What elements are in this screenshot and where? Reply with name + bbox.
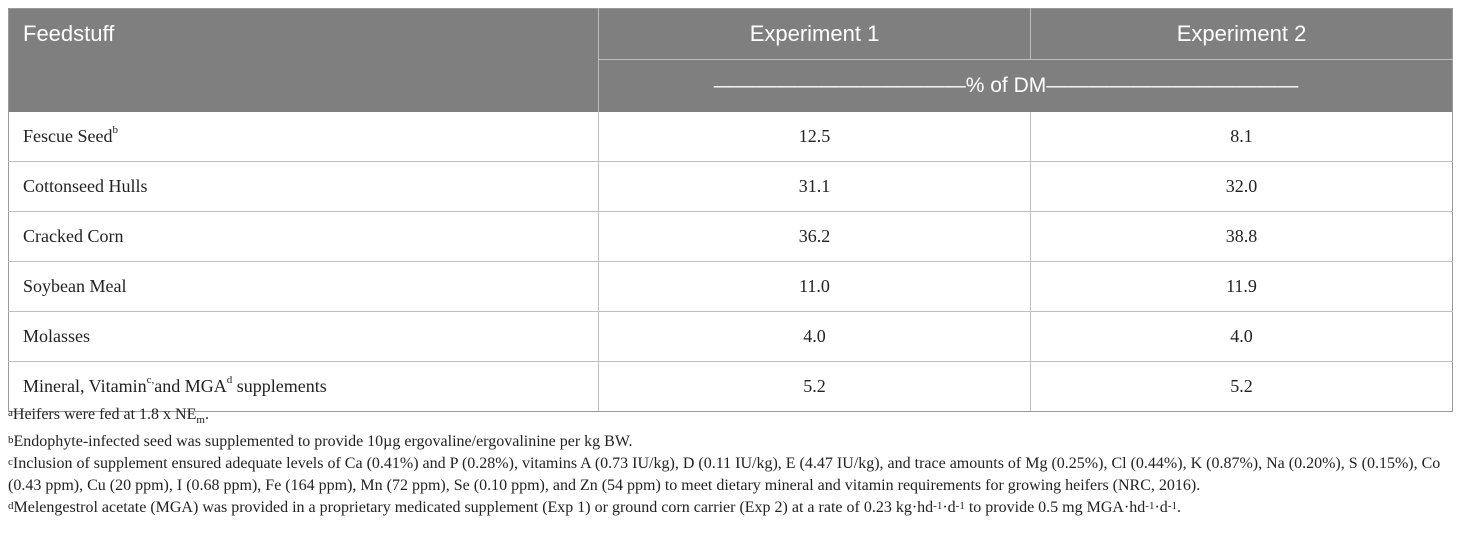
header-experiment-1: Experiment 1 bbox=[598, 8, 1031, 60]
footnote-mark: a bbox=[8, 407, 13, 419]
footnote-text: to provide 0.5 mg MGA·hd bbox=[964, 499, 1146, 517]
feedstuff-table-container: Feedstuff Experiment 1 Experiment 2 ————… bbox=[8, 8, 1453, 412]
exp2-value: 8.1 bbox=[1030, 112, 1453, 162]
exp1-value: 5.2 bbox=[598, 361, 1031, 412]
footnote-b: bEndophyte-infected seed was supplemente… bbox=[8, 431, 1454, 453]
exp2-value: 5.2 bbox=[1030, 361, 1453, 412]
footnote-superscript: -1 bbox=[955, 500, 965, 513]
footnote-superscript: -1 bbox=[1145, 500, 1155, 513]
footnotes: aHeifers were fed at 1.8 x NEm. bEndophy… bbox=[8, 404, 1454, 519]
exp1-value: 36.2 bbox=[598, 211, 1031, 262]
table-row: Cracked Corn 36.2 38.8 bbox=[8, 211, 1453, 262]
table-row: Fescue Seedb 12.5 8.1 bbox=[8, 112, 1453, 162]
exp2-value: 11.9 bbox=[1030, 261, 1453, 312]
row-name-part: supplements bbox=[232, 376, 327, 396]
row-name: Fescue Seed bbox=[23, 126, 113, 146]
footnote-superscript: -1 bbox=[933, 500, 943, 513]
footnote-d: dMelengestrol acetate (MGA) was provided… bbox=[8, 497, 1454, 519]
row-name: Cracked Corn bbox=[8, 211, 599, 262]
exp2-value: 32.0 bbox=[1030, 161, 1453, 212]
row-name: Soybean Meal bbox=[8, 261, 599, 312]
footnote-mark: d bbox=[8, 500, 14, 513]
row-name-cell: Mineral, Vitaminc,and MGAd supplements bbox=[8, 361, 599, 412]
exp1-value: 31.1 bbox=[598, 161, 1031, 212]
row-name-part: Mineral, Vitamin bbox=[23, 376, 147, 396]
footnote-subscript: m bbox=[196, 414, 205, 427]
feedstuff-table: Feedstuff Experiment 1 Experiment 2 ————… bbox=[8, 8, 1453, 412]
table-body: Fescue Seedb 12.5 8.1 Cottonseed Hulls 3… bbox=[8, 112, 1453, 412]
exp2-value: 38.8 bbox=[1030, 211, 1453, 262]
table-row: Mineral, Vitaminc,and MGAd supplements 5… bbox=[8, 361, 1453, 412]
footnote-text: ·d bbox=[942, 499, 956, 517]
footnote-mark: d bbox=[226, 374, 233, 386]
row-name-part: and MGA bbox=[154, 376, 227, 396]
exp1-value: 11.0 bbox=[598, 261, 1031, 312]
footnote-c: cInclusion of supplement ensured adequat… bbox=[8, 453, 1454, 497]
footnote-superscript: -1 bbox=[1167, 500, 1177, 513]
row-name-cell: Fescue Seedb bbox=[8, 112, 599, 162]
footnote-mark: b bbox=[112, 124, 118, 136]
exp2-value: 4.0 bbox=[1030, 311, 1453, 362]
exp1-value: 4.0 bbox=[598, 311, 1031, 362]
row-name: Molasses bbox=[8, 311, 599, 362]
footnote-text: Endophyte-infected seed was supplemented… bbox=[13, 433, 633, 451]
footnote-text: Melengestrol acetate (MGA) was provided … bbox=[13, 499, 934, 517]
table-row: Molasses 4.0 4.0 bbox=[8, 311, 1453, 362]
footnote-a: aHeifers were fed at 1.8 x NEm. bbox=[8, 404, 1454, 431]
footnote-text: . bbox=[1176, 499, 1181, 517]
exp1-value: 12.5 bbox=[598, 112, 1031, 162]
header-feedstuff: Feedstuff bbox=[8, 8, 599, 112]
header-unit-label: ————————————% of DM———————————— bbox=[598, 59, 1453, 112]
footnote-mark: b bbox=[8, 434, 14, 447]
footnote-text: Inclusion of supplement ensured adequate… bbox=[8, 455, 1441, 495]
footnote-text: Heifers were fed at 1.8 x NE bbox=[12, 406, 197, 423]
table-row: Soybean Meal 11.0 11.9 bbox=[8, 261, 1453, 312]
footnote-mark: c bbox=[8, 456, 13, 469]
header-experiment-2: Experiment 2 bbox=[1030, 8, 1453, 60]
footnote-text: ·d bbox=[1154, 499, 1168, 517]
table-header: Feedstuff Experiment 1 Experiment 2 ————… bbox=[8, 8, 1453, 112]
row-name: Cottonseed Hulls bbox=[8, 161, 599, 212]
table-row: Cottonseed Hulls 31.1 32.0 bbox=[8, 161, 1453, 212]
footnote-text: . bbox=[204, 406, 209, 423]
footnote-mark: c, bbox=[146, 374, 155, 386]
